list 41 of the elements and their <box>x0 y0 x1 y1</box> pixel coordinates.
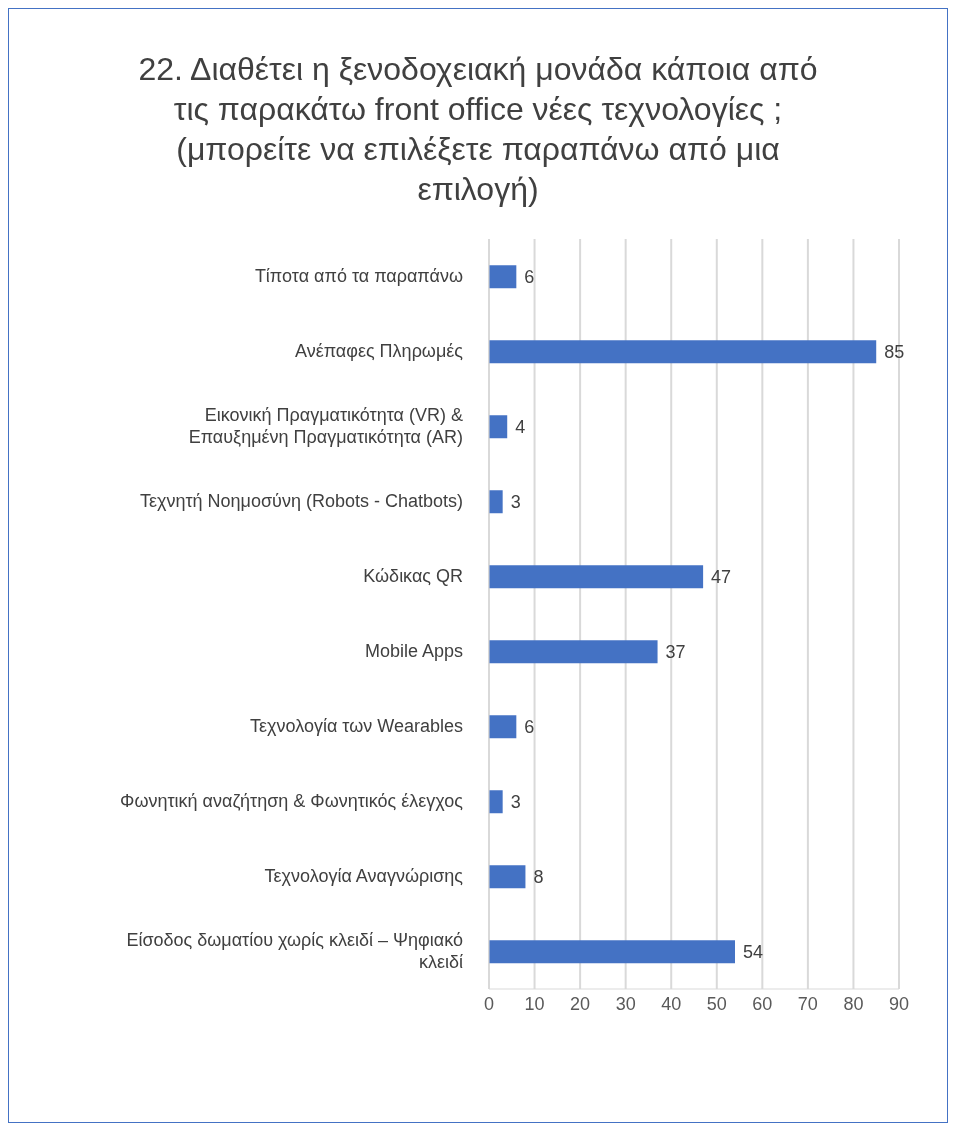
y-tick-label: Τεχνολογία Αναγνώρισης <box>264 865 464 886</box>
bar <box>489 340 877 364</box>
y-tick-label: Τεχνολογία των Wearables <box>250 715 463 736</box>
x-tick-label: 60 <box>752 993 773 1014</box>
data-label: 6 <box>524 717 535 738</box>
bar <box>489 790 503 814</box>
bar <box>489 565 704 589</box>
y-tick-label: Ανέπαφες Πληρωμές <box>294 340 464 361</box>
bar <box>489 940 735 964</box>
bar <box>489 265 517 289</box>
data-label: 6 <box>524 267 535 288</box>
x-tick-label: 80 <box>843 993 864 1014</box>
x-tick-label: 10 <box>524 993 545 1014</box>
bar <box>489 715 517 739</box>
data-label: 37 <box>665 642 686 663</box>
x-tick-label: 30 <box>615 993 636 1014</box>
x-tick-label: 40 <box>661 993 682 1014</box>
y-tick-label: Είσοδος δωματίου χωρίς κλειδί – Ψηφιακό κλειδί <box>126 929 463 972</box>
data-label: 54 <box>743 942 764 963</box>
data-label: 3 <box>510 792 521 813</box>
bar <box>489 415 508 439</box>
bar <box>489 865 526 889</box>
data-label: 8 <box>533 867 544 888</box>
y-tick-label: Εικονική Πραγματικότητα (VR) & Επαυξημένη Πραγματικότητα (AR) <box>188 404 463 447</box>
y-tick-label: Τίποτα από τα παραπάνω <box>254 265 463 286</box>
y-tick-label: Κώδικας QR <box>363 565 463 586</box>
y-tick-label: Τεχνητή Νοημοσύνη (Robots - Chatbots) <box>139 490 463 511</box>
data-label: 85 <box>884 342 905 363</box>
data-label: 3 <box>510 492 521 513</box>
data-label: 47 <box>711 567 732 588</box>
bar <box>489 490 503 514</box>
x-tick-label: 70 <box>797 993 818 1014</box>
x-tick-label: 20 <box>570 993 591 1014</box>
chart-title: 22. Διαθέτει η ξενοδοχειακή μονάδα κάποια από τις παρακάτω front office νέες τεχνολογίες ; (μπορείτε να επιλέξετε παραπάνω από μια επιλογή) <box>137 50 819 209</box>
x-tick-label: 90 <box>888 993 910 1014</box>
x-tick-label: 50 <box>706 993 727 1014</box>
data-label: 4 <box>515 417 526 438</box>
x-tick-label: 0 <box>483 993 495 1014</box>
y-tick-label: Mobile Apps <box>364 640 463 661</box>
bar <box>489 640 658 664</box>
y-tick-label: Φωνητική αναζήτηση & Φωνητικός έλεγχος <box>120 790 464 811</box>
